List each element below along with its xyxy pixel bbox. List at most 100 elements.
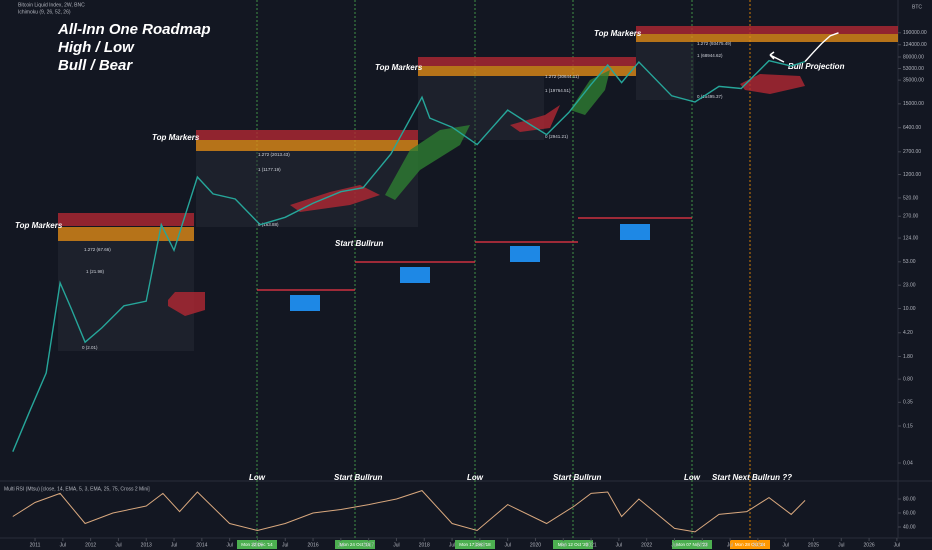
x-tick-label: Jul — [894, 542, 900, 548]
fib-zone — [196, 151, 418, 227]
x-tick-label: 2019 — [474, 542, 485, 548]
rsi-line — [12, 490, 806, 533]
fib-label: 1 (19764.51) — [545, 88, 571, 93]
rsi-title: Multi RSI (Mtsu) [close, 14, EMA, 5, 3, … — [4, 486, 150, 492]
fib-label: 1 (68944.62) — [697, 53, 723, 58]
annotation: Low — [249, 473, 266, 482]
x-tick-label: Jul — [838, 542, 844, 548]
fib-label: 1.272 (67.66) — [84, 247, 111, 252]
x-tick-label: 2012 — [85, 542, 96, 548]
info-box — [510, 246, 540, 262]
info-box — [400, 267, 430, 283]
x-tick-label: Jul — [671, 542, 677, 548]
y-tick-label: 40.00 — [903, 524, 916, 530]
y-tick-label: 6400.00 — [903, 125, 921, 131]
x-tick-label: Jul — [282, 542, 288, 548]
cloud — [740, 74, 805, 94]
x-tick-label: Jul — [616, 542, 622, 548]
arrow — [769, 51, 785, 63]
date-label: Mon 17 Dec '18 — [459, 542, 491, 547]
date-label: Mon 22 Dec '14 — [241, 542, 273, 547]
y-tick-label: 15000.00 — [903, 101, 924, 107]
cloud — [168, 292, 205, 316]
x-tick-label: Jul — [560, 542, 566, 548]
y-tick-label: 0.35 — [903, 400, 913, 406]
x-tick-label: Jul — [727, 542, 733, 548]
annotation: Start Bullrun — [334, 473, 383, 482]
x-tick-label: 2017 — [363, 542, 374, 548]
cloud — [510, 105, 560, 132]
x-tick-label: 2021 — [586, 542, 597, 548]
y-tick-label: 10.00 — [903, 306, 916, 312]
top-zone — [418, 66, 636, 76]
y-tick-label: 124000.00 — [903, 42, 927, 48]
subtitle: High / Low — [58, 39, 135, 56]
cloud — [385, 125, 470, 200]
x-tick-label: 2015 — [252, 542, 263, 548]
x-tick-label: 2018 — [419, 542, 430, 548]
x-tick-label: 2016 — [307, 542, 318, 548]
y-tick-label: 53.00 — [903, 259, 916, 265]
clouds — [168, 70, 805, 316]
top-zone — [196, 130, 418, 140]
x-tick-label: 2023 — [697, 542, 708, 548]
x-tick-label: Jul — [338, 542, 344, 548]
fib-label: 1.272 (30644.11) — [545, 74, 579, 79]
annotation: Bull Projection — [788, 62, 845, 71]
date-label: Mon 24 Oct '16 — [340, 542, 371, 547]
y-tick-label: 270.00 — [903, 214, 919, 220]
info-box — [290, 295, 320, 311]
date-box — [730, 540, 770, 549]
x-tick-label: 2014 — [196, 542, 207, 548]
price-line — [12, 59, 806, 452]
x-tick-label: 2022 — [641, 542, 652, 548]
x-tick-label: 2011 — [30, 542, 41, 548]
fib-label: 1.272 (2013.43) — [258, 152, 290, 157]
cycle-arrows — [257, 51, 785, 311]
fib-label: 0 (163.88) — [258, 222, 279, 227]
x-tick-label: Jul — [782, 542, 788, 548]
indicator: Ichimoku (9, 26, 52, 26) — [18, 9, 71, 15]
y-tick-label: 80.00 — [903, 496, 916, 502]
x-tick-label: 2026 — [864, 542, 875, 548]
y-tick-label: 4.20 — [903, 330, 913, 336]
info-box — [620, 224, 650, 240]
annotation: Start Bullrun — [553, 473, 602, 482]
top-zone — [58, 227, 194, 241]
x-tick-label: Jul — [393, 542, 399, 548]
y-tick-label: 1.80 — [903, 354, 913, 360]
y-tick-label: 1200.00 — [903, 172, 921, 178]
annotation: Start Next Bullrun ?? — [712, 473, 792, 482]
chart-title: All-Inn One Roadmap — [57, 21, 211, 38]
projection-line — [804, 32, 839, 62]
date-box — [672, 540, 712, 549]
x-tick-label: Jul — [115, 542, 121, 548]
annotation: Top Markers — [15, 221, 63, 230]
y-tick-label: 0.80 — [903, 377, 913, 383]
x-tick-label: 2024 — [752, 542, 763, 548]
y-tick-label: 35000.00 — [903, 77, 924, 83]
fib-label: 0 (2.01) — [82, 345, 98, 350]
date-label: Mon 28 Oct '24 — [735, 542, 766, 547]
symbol: Bitcoin Liquid Index, 2W, BNC — [18, 2, 85, 8]
date-box — [455, 540, 495, 549]
fib-label: 0 (2941.21) — [545, 134, 569, 139]
date-label: Mon 12 Oct '20 — [558, 542, 589, 547]
y-tick-label: 520.00 — [903, 195, 919, 201]
date-box — [335, 540, 375, 549]
date-label: Mon 07 Nov '22 — [676, 542, 708, 547]
y-tick-label: 53000.00 — [903, 66, 924, 72]
top-zone — [58, 213, 194, 226]
top-zone — [636, 34, 898, 42]
annotation: Low — [467, 473, 484, 482]
y-tick-label: 2700.00 — [903, 149, 921, 155]
annotation: Top Markers — [375, 63, 423, 72]
x-tick-label: Jul — [504, 542, 510, 548]
cloud — [570, 70, 610, 115]
annotation: Top Markers — [594, 29, 642, 38]
y-tick-label: 124.00 — [903, 235, 919, 241]
x-tick-label: Jul — [449, 542, 455, 548]
y-tick-label: 0.15 — [903, 423, 913, 429]
annotation: Start Bullrun — [335, 239, 384, 248]
